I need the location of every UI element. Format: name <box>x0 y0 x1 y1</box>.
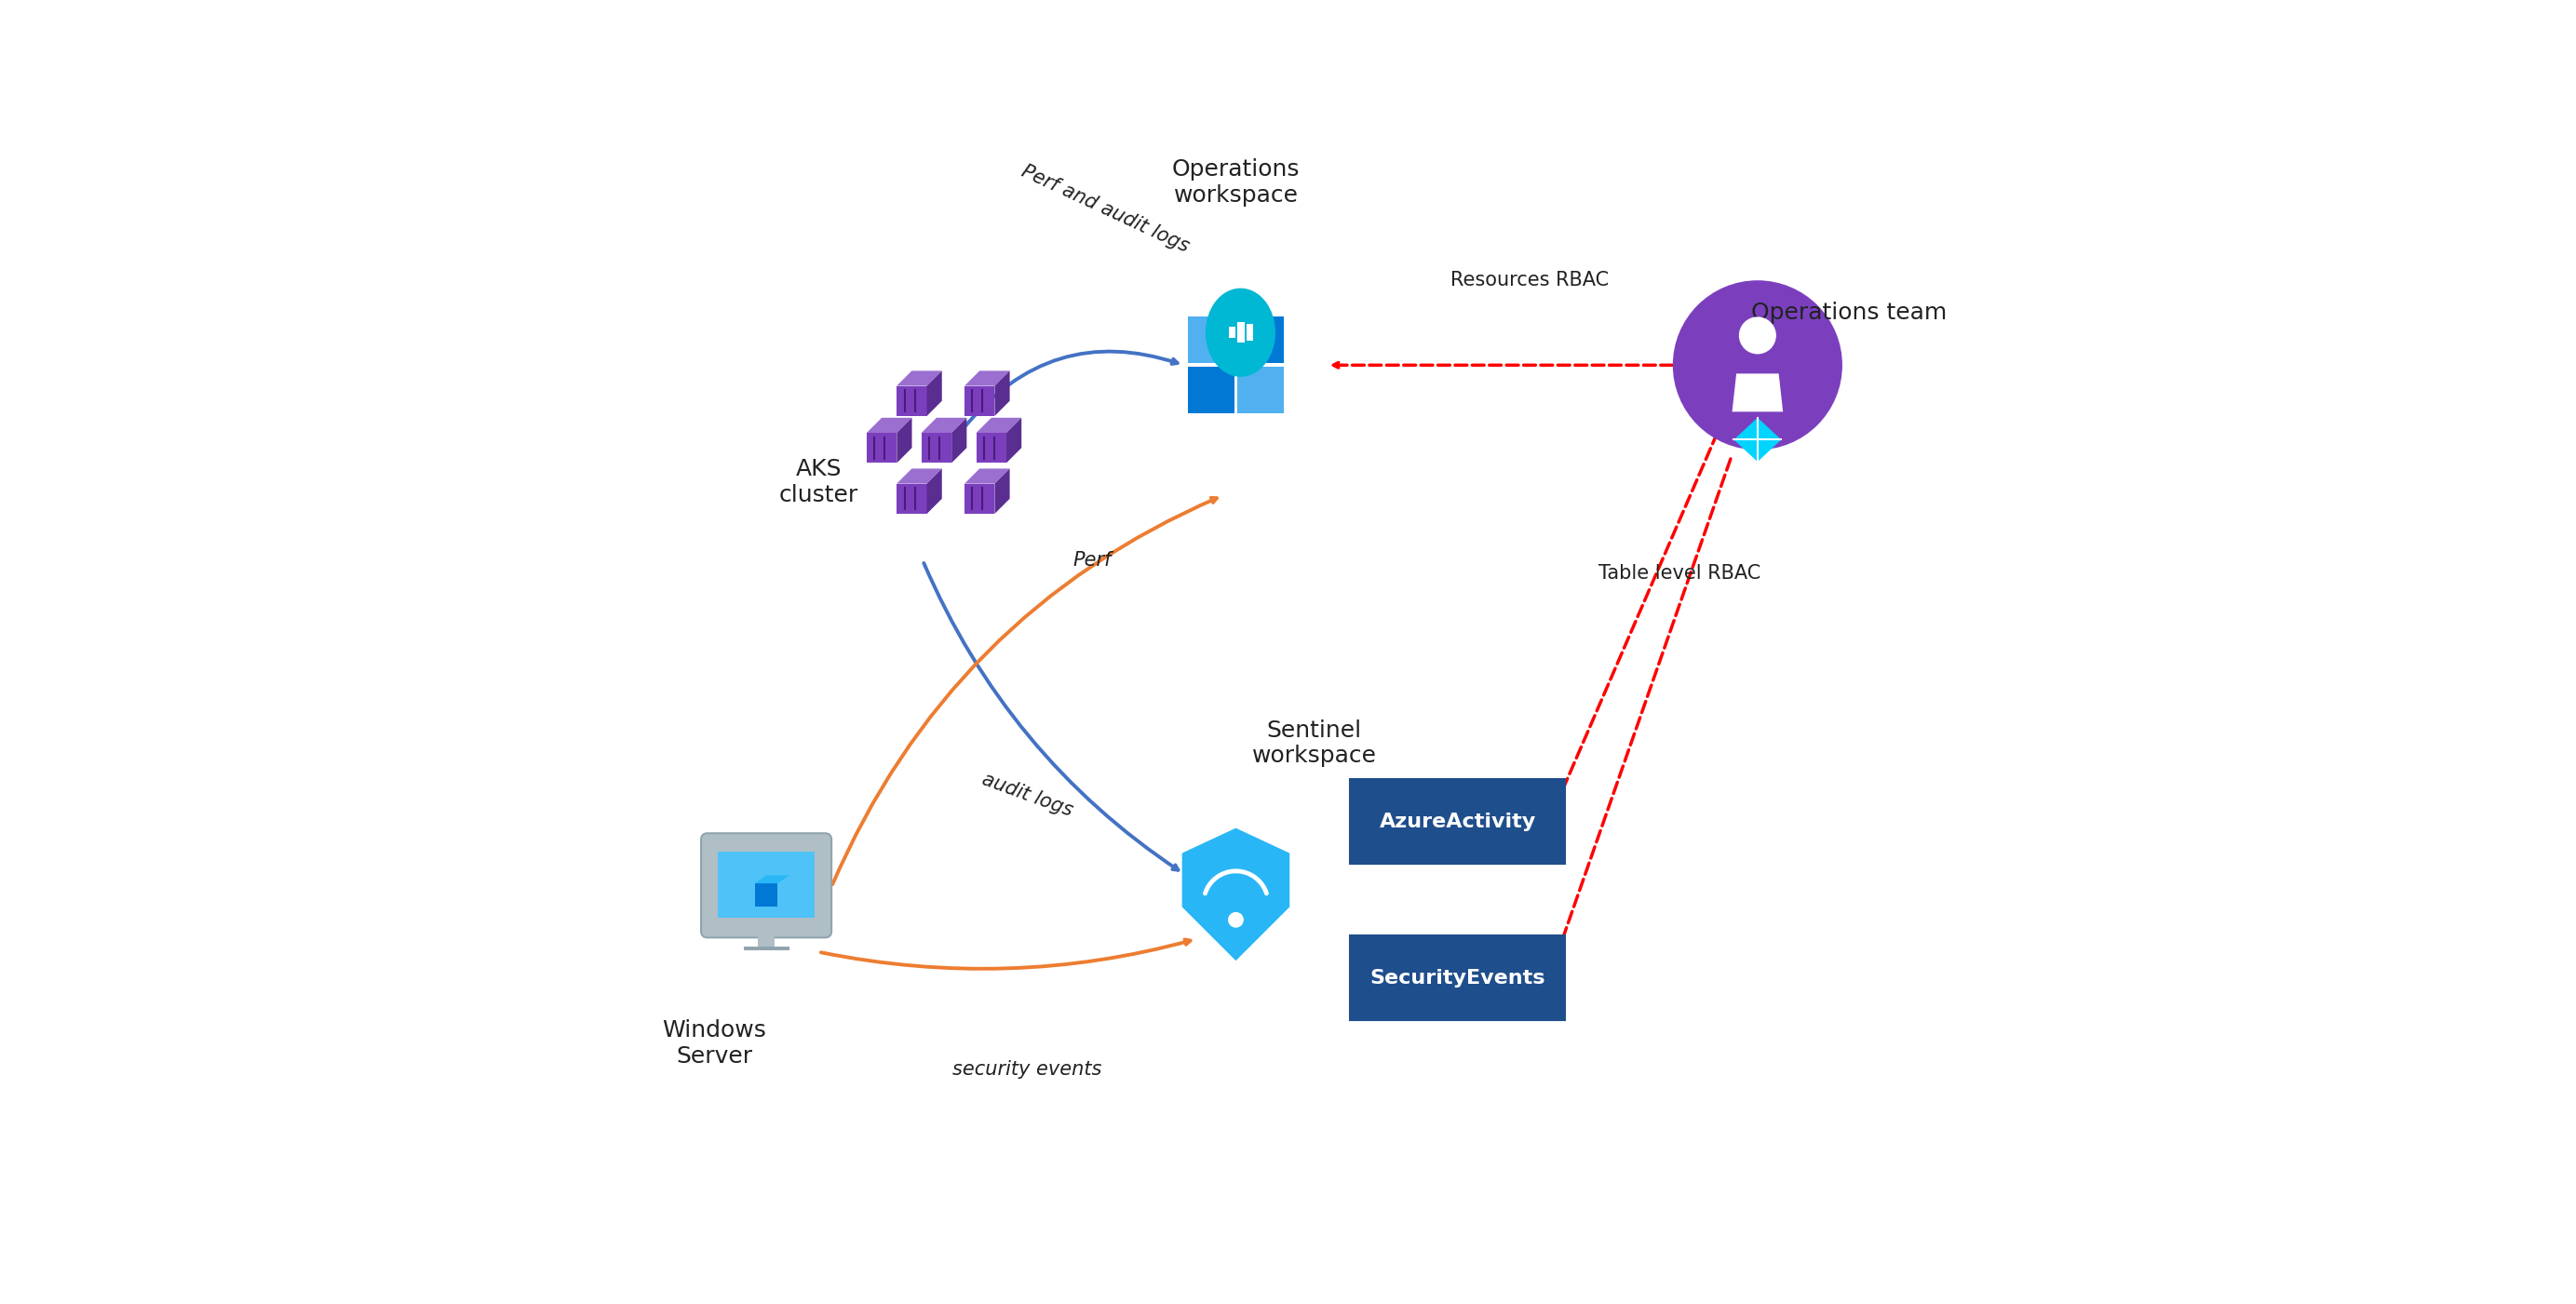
Text: security events: security events <box>953 1060 1103 1078</box>
Polygon shape <box>896 468 943 484</box>
FancyBboxPatch shape <box>701 833 832 938</box>
Text: audit logs: audit logs <box>979 771 1074 820</box>
Polygon shape <box>963 468 1010 484</box>
FancyBboxPatch shape <box>1188 317 1234 364</box>
FancyBboxPatch shape <box>1236 366 1285 413</box>
Polygon shape <box>1731 374 1783 412</box>
Polygon shape <box>896 484 927 514</box>
FancyBboxPatch shape <box>757 931 775 948</box>
Text: Operations team: Operations team <box>1752 301 1947 325</box>
Polygon shape <box>1007 417 1023 463</box>
Text: SecurityEvents: SecurityEvents <box>1370 969 1546 987</box>
Polygon shape <box>994 370 1010 416</box>
Text: Perf: Perf <box>1074 552 1113 570</box>
Polygon shape <box>755 875 788 883</box>
FancyBboxPatch shape <box>1350 780 1566 865</box>
Text: AzureActivity: AzureActivity <box>1378 812 1535 831</box>
Text: Perf and audit logs: Perf and audit logs <box>1018 162 1193 256</box>
FancyBboxPatch shape <box>1350 936 1566 1020</box>
Polygon shape <box>976 433 1007 463</box>
Polygon shape <box>896 370 943 386</box>
Polygon shape <box>922 417 966 433</box>
FancyBboxPatch shape <box>719 852 814 918</box>
Text: Operations
workspace: Operations workspace <box>1172 159 1301 206</box>
Text: Table level RBAC: Table level RBAC <box>1597 565 1759 583</box>
Circle shape <box>1229 913 1244 927</box>
Polygon shape <box>1734 417 1780 462</box>
FancyBboxPatch shape <box>1188 366 1234 413</box>
Polygon shape <box>866 417 912 433</box>
Ellipse shape <box>1206 288 1275 377</box>
FancyBboxPatch shape <box>1247 325 1255 340</box>
Text: Windows
Server: Windows Server <box>662 1020 765 1067</box>
Polygon shape <box>755 883 778 906</box>
FancyBboxPatch shape <box>1236 322 1244 343</box>
Polygon shape <box>994 468 1010 514</box>
Circle shape <box>1672 280 1842 450</box>
Polygon shape <box>866 433 896 463</box>
Polygon shape <box>951 417 966 463</box>
FancyBboxPatch shape <box>1229 327 1236 338</box>
Polygon shape <box>963 370 1010 386</box>
Polygon shape <box>976 417 1023 433</box>
Polygon shape <box>927 468 943 514</box>
Polygon shape <box>1182 828 1291 961</box>
FancyBboxPatch shape <box>1236 317 1285 364</box>
Text: Resources RBAC: Resources RBAC <box>1450 271 1607 289</box>
Circle shape <box>1739 317 1777 355</box>
Polygon shape <box>963 386 994 416</box>
Polygon shape <box>927 370 943 416</box>
Polygon shape <box>963 484 994 514</box>
Polygon shape <box>922 433 951 463</box>
Polygon shape <box>896 417 912 463</box>
Text: Sentinel
workspace: Sentinel workspace <box>1252 720 1376 767</box>
FancyBboxPatch shape <box>744 947 788 951</box>
Text: AKS
cluster: AKS cluster <box>778 459 858 506</box>
Polygon shape <box>896 386 927 416</box>
